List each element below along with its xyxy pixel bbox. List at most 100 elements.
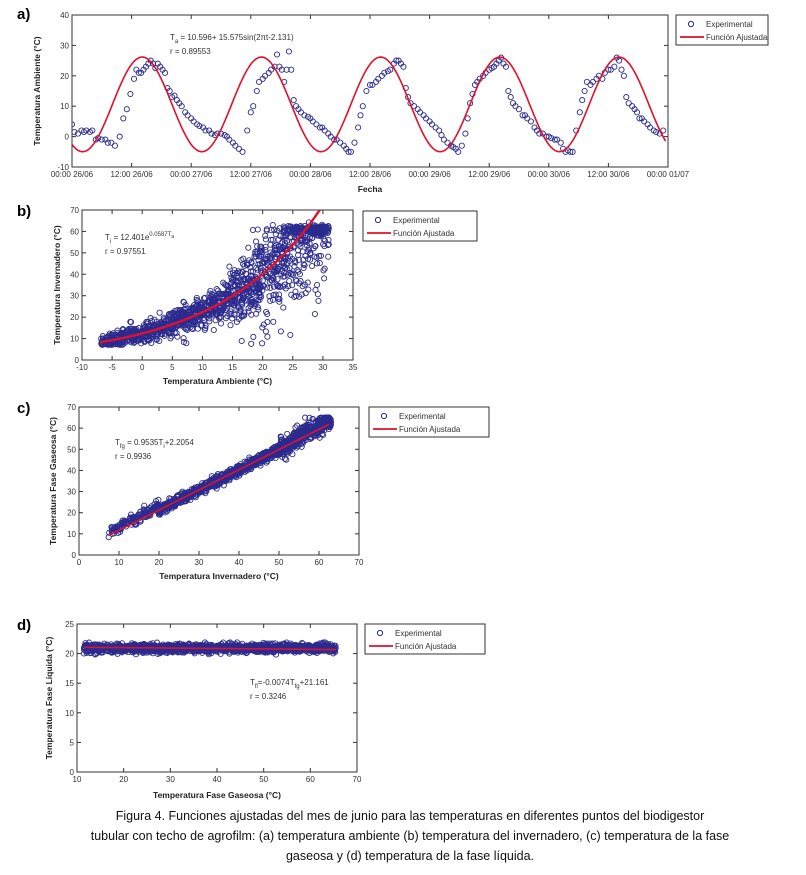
data-point	[248, 311, 255, 318]
correlation-value: r = 0.89553	[170, 47, 211, 56]
data-point	[269, 274, 276, 281]
data-point	[268, 642, 275, 649]
data-point	[240, 295, 247, 302]
data-point	[276, 298, 283, 305]
data-point	[145, 646, 152, 653]
panel-label-d: d)	[17, 617, 32, 634]
data-point	[273, 451, 280, 459]
data-point	[554, 136, 561, 143]
data-point	[327, 133, 334, 140]
data-point	[304, 279, 311, 286]
data-point	[193, 296, 200, 303]
data-point	[293, 444, 300, 451]
fit-equation: Ta = 10.596+ 15.575sin(2πt-2.131)	[170, 33, 294, 45]
data-point	[262, 72, 269, 79]
y-tick-label: 15	[65, 679, 74, 688]
data-point	[347, 148, 354, 155]
data-point	[309, 224, 317, 231]
data-point	[238, 276, 245, 283]
legend-label-experimental: Experimental	[393, 216, 440, 225]
data-point	[527, 118, 534, 125]
data-point	[325, 223, 332, 230]
data-point	[440, 136, 447, 143]
x-tick-label: 70	[353, 775, 362, 784]
x-axis-label: Temperatura Invernadero (°C)	[159, 571, 279, 581]
legend-marker-experimental	[376, 629, 384, 637]
data-point	[428, 121, 436, 128]
data-point	[228, 274, 235, 281]
fit-curve-group	[83, 646, 337, 651]
correlation-value: r = 0.3246	[250, 692, 287, 701]
data-point	[576, 109, 583, 116]
data-point	[387, 66, 394, 73]
data-point	[254, 226, 261, 233]
data-point	[300, 261, 307, 268]
data-point	[292, 431, 299, 438]
data-point	[252, 248, 259, 255]
x-tick-label: 00:00 26/06	[51, 170, 94, 179]
data-point	[277, 328, 284, 335]
data-point	[359, 103, 366, 110]
legend-label-fit: Función Ajustada	[393, 229, 455, 238]
data-point	[178, 644, 185, 651]
data-point	[104, 139, 111, 146]
data-point	[307, 249, 314, 257]
data-point	[235, 315, 242, 323]
data-point	[72, 121, 76, 128]
data-point	[235, 268, 242, 275]
data-point	[127, 318, 134, 325]
legend: Experimental Función Ajustada	[362, 210, 478, 242]
data-point	[259, 340, 266, 347]
y-tick-label: 30	[67, 488, 76, 497]
chart-c: 0 10 20 30 40 50 60 70010203040506070Temperatur…	[48, 403, 490, 581]
data-point	[254, 248, 261, 255]
data-point	[288, 66, 295, 73]
y-axis-label: Temperatura Fase Líquida (°C)	[44, 636, 54, 759]
data-point	[314, 291, 321, 298]
data-point	[327, 419, 334, 426]
correlation-value: r = 0.9936	[115, 452, 152, 461]
data-point	[636, 115, 643, 122]
x-tick-label: 12:00 26/06	[110, 170, 153, 179]
data-point	[276, 284, 283, 291]
data-point	[293, 225, 300, 232]
data-point	[250, 333, 257, 340]
chart-b: -10 -5 0 5 10 15 20 25 30 35010203040506070Temper…	[52, 206, 478, 386]
data-point	[180, 335, 187, 342]
data-point	[241, 644, 248, 651]
x-tick-label: 15	[228, 363, 237, 372]
data-point	[248, 340, 255, 347]
x-tick-label: 25	[288, 363, 297, 372]
x-tick-label: 40	[235, 558, 244, 567]
data-point	[618, 66, 625, 73]
data-point	[251, 462, 258, 469]
data-point	[263, 274, 270, 281]
data-point	[174, 310, 181, 317]
data-point	[260, 283, 267, 290]
y-tick-label: 60	[67, 424, 76, 433]
data-point	[256, 286, 263, 293]
data-point	[315, 224, 322, 231]
data-point	[142, 333, 149, 340]
data-point	[512, 103, 519, 110]
data-point	[116, 133, 123, 140]
data-point	[275, 236, 282, 243]
data-point	[235, 145, 242, 152]
data-point	[301, 112, 308, 119]
data-point	[579, 97, 586, 104]
data-point	[203, 488, 210, 495]
data-point	[139, 649, 146, 656]
data-point	[153, 335, 160, 342]
y-tick-label: 0	[70, 768, 75, 777]
data-point	[303, 238, 310, 245]
data-point	[276, 291, 283, 298]
data-point	[583, 78, 590, 85]
experimental-points	[98, 219, 332, 348]
data-point	[653, 128, 660, 136]
data-point	[524, 115, 531, 122]
data-point	[607, 66, 614, 73]
